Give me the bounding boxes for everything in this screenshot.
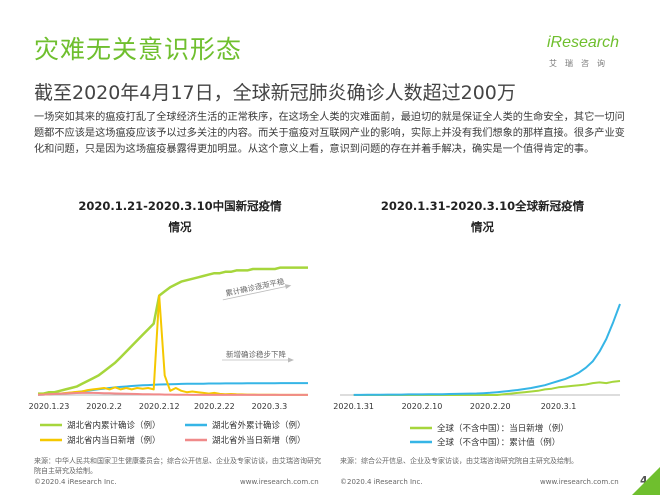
left-chart-title-line1: 2020.1.21-2020.3.10中国新冠疫情 <box>78 199 282 213</box>
right-source-note: 来源：综合公开信息、企业及专家访谈，由艾瑞咨询研究院自主研究及绘制。 <box>340 457 578 465</box>
footer-right-url: www.iresearch.com.cn <box>540 478 619 486</box>
left-annotation-arrow <box>222 286 286 301</box>
right-legend-label-0: 全球（不含中国）：当日新增（例） <box>437 423 569 434</box>
left-legend-label-1: 湖北省外累计确诊（例） <box>212 420 306 431</box>
left-source-note: 来源：中华人民共和国家卫生健康委员会；综合公开信息、企业及专家访谈，由艾瑞咨询研… <box>34 457 321 475</box>
left-series-line-0 <box>38 266 308 395</box>
right-chart-title-line1: 2020.1.31-2020.3.10全球新冠疫情 <box>380 199 585 213</box>
left-annotation-arrowhead <box>284 284 292 290</box>
left-annotation-arrowhead <box>288 357 294 363</box>
left-x-tick-label: 2020.1.23 <box>29 402 70 411</box>
left-annotation-text: 新增确诊稳步下降 <box>226 349 286 359</box>
body-paragraph: 一场突如其来的瘟疫打乱了全球经济生活的正常秩序，在这场全人类的灾难面前，最迫切的… <box>34 112 625 155</box>
left-legend-label-3: 湖北省外当日新增（例） <box>212 435 306 446</box>
right-chart-title-line2: 情况 <box>471 220 494 234</box>
left-x-tick-label: 2020.2.12 <box>139 402 180 411</box>
left-annotation-1: 新增确诊稳步下降 <box>222 349 294 363</box>
right-x-tick-label: 2020.2.10 <box>402 402 443 411</box>
left-chart-title-line2: 情况 <box>168 220 192 234</box>
left-x-tick-label: 2020.2.2 <box>86 402 122 411</box>
left-x-tick-label: 2020.2.22 <box>194 402 235 411</box>
right-chart-title: 2020.1.31-2020.3.10全球新冠疫情 情况 <box>345 196 620 238</box>
right-legend-label-1: 全球（不含中国）：累计值（例） <box>437 437 560 448</box>
left-legend-label-2: 湖北省内当日新增（例） <box>67 435 161 446</box>
right-series-line-1 <box>353 303 621 396</box>
page-subtitle: 截至2020年4月17日，全球新冠肺炎确诊人数超过200万 <box>34 82 516 104</box>
logo-subtitle: 艾瑞咨询 <box>549 59 613 68</box>
right-x-tick-label: 2020.3.1 <box>541 402 577 411</box>
footer-right-copyright: ©2020.4 iResearch Inc. <box>340 478 423 486</box>
footer-left-url: www.iresearch.com.cn <box>240 478 319 486</box>
right-x-tick-label: 2020.1.31 <box>333 402 374 411</box>
left-chart-title: 2020.1.21-2020.3.10中国新冠疫情 情况 <box>40 196 320 238</box>
left-x-tick-label: 2020.3.3 <box>252 402 288 411</box>
corner-accent <box>632 467 660 495</box>
left-series-line-3 <box>37 391 308 396</box>
left-legend-label-0: 湖北省内累计确诊（例） <box>67 420 161 431</box>
footer-left-copyright: ©2020.4 iResearch Inc. <box>34 478 117 486</box>
right-x-tick-label: 2020.2.20 <box>470 402 511 411</box>
logo-wordmark: iResearch <box>547 34 620 51</box>
page-title: 灾难无关意识形态 <box>34 35 243 64</box>
iresearch-logo: iResearch 艾瑞咨询 <box>545 34 641 74</box>
